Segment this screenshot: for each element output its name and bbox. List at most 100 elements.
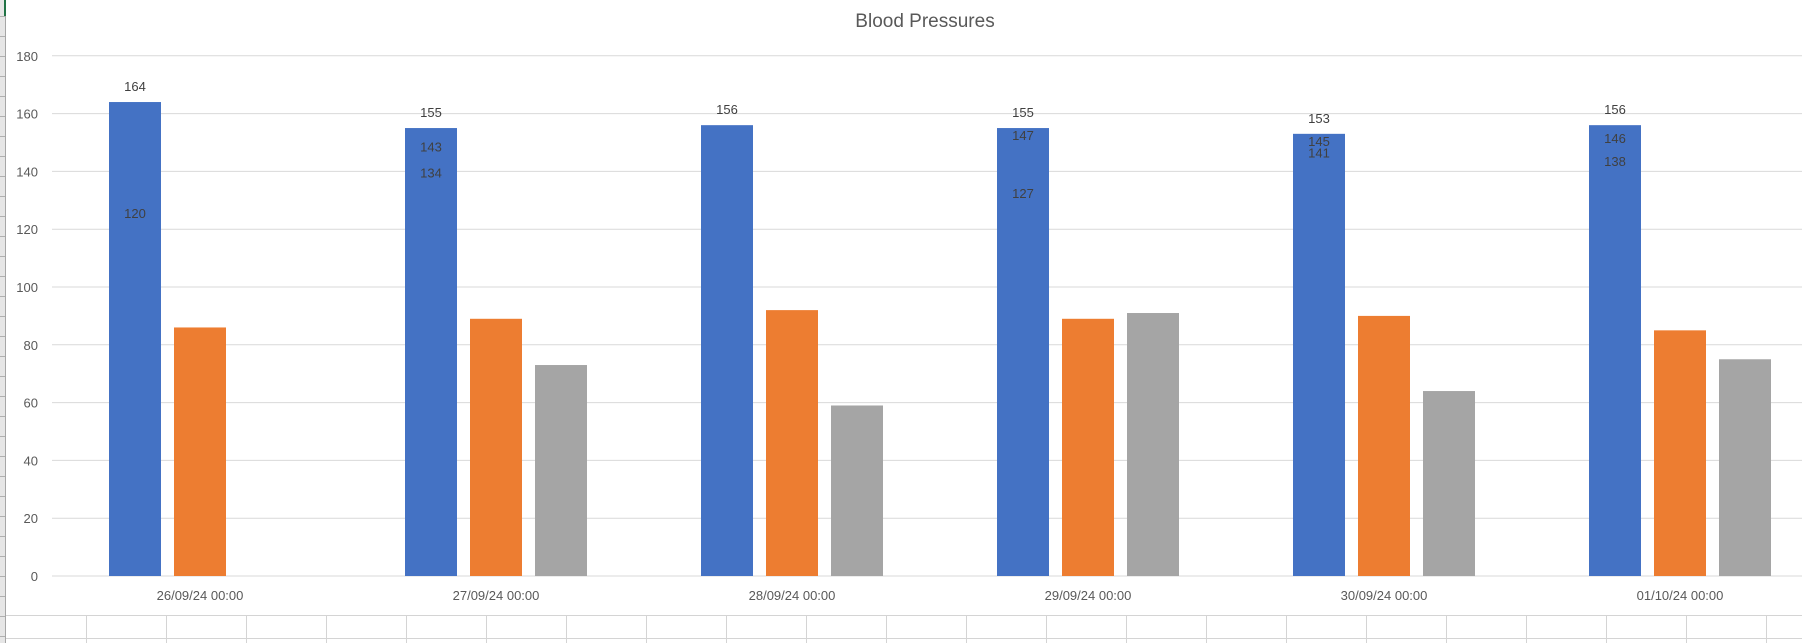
row-divider bbox=[0, 196, 5, 197]
gridlines bbox=[52, 55, 1802, 577]
bar-3 bbox=[1719, 359, 1771, 576]
row-divider bbox=[0, 176, 5, 177]
x-tick-label: 01/10/24 00:00 bbox=[1637, 588, 1724, 603]
row-divider bbox=[0, 576, 5, 577]
row-divider bbox=[0, 216, 5, 217]
bar-3 bbox=[1127, 313, 1179, 576]
y-tick-label: 20 bbox=[24, 511, 38, 526]
row-gridline bbox=[6, 615, 1802, 616]
column-gridline bbox=[1686, 615, 1687, 643]
column-gridline bbox=[966, 615, 967, 643]
bar-2 bbox=[1654, 330, 1706, 576]
column-gridline bbox=[806, 615, 807, 643]
column-gridline bbox=[1366, 615, 1367, 643]
bar-2 bbox=[174, 327, 226, 576]
row-divider bbox=[0, 456, 5, 457]
y-tick-label: 160 bbox=[16, 107, 38, 122]
row-divider bbox=[0, 116, 5, 117]
column-gridline bbox=[646, 615, 647, 643]
row-divider bbox=[0, 436, 5, 437]
x-tick-label: 30/09/24 00:00 bbox=[1341, 588, 1428, 603]
bar-1 bbox=[109, 102, 161, 576]
x-tick-label: 29/09/24 00:00 bbox=[1045, 588, 1132, 603]
row-divider bbox=[0, 276, 5, 277]
bar-2 bbox=[766, 310, 818, 576]
row-divider bbox=[0, 16, 5, 17]
column-gridline bbox=[1766, 615, 1767, 643]
x-tick-label: 28/09/24 00:00 bbox=[749, 588, 836, 603]
row-divider bbox=[0, 316, 5, 317]
y-tick-label: 180 bbox=[16, 49, 38, 64]
bar-3 bbox=[831, 405, 883, 576]
data-label: 155 bbox=[420, 105, 442, 120]
data-label: 155 bbox=[1012, 105, 1034, 120]
row-divider bbox=[0, 636, 5, 637]
column-gridline bbox=[1126, 615, 1127, 643]
data-label-extra: 147 bbox=[1012, 128, 1034, 143]
data-label-extra: 141 bbox=[1308, 146, 1330, 161]
chart-title: Blood Pressures bbox=[855, 11, 994, 32]
row-divider bbox=[0, 556, 5, 557]
column-gridline bbox=[1286, 615, 1287, 643]
bar-2 bbox=[1358, 315, 1410, 576]
row-divider bbox=[0, 416, 5, 417]
row-divider bbox=[0, 156, 5, 157]
bar-chart: Blood Pressures 0 20 40 60 80 100 120 140 160 180… bbox=[16, 11, 1802, 603]
y-tick-label: 140 bbox=[16, 164, 38, 179]
data-label-extra: 145 bbox=[1308, 134, 1330, 149]
row-divider bbox=[0, 36, 5, 37]
data-label-extra: 127 bbox=[1012, 186, 1034, 201]
row-gridline bbox=[6, 638, 1802, 639]
data-label: 156 bbox=[716, 102, 738, 117]
data-label-extra: 138 bbox=[1604, 154, 1626, 169]
column-gridline bbox=[246, 615, 247, 643]
row-divider bbox=[0, 136, 5, 137]
x-tick-label: 27/09/24 00:00 bbox=[453, 588, 540, 603]
column-gridline bbox=[1446, 615, 1447, 643]
y-tick-label: 60 bbox=[24, 396, 38, 411]
column-gridline bbox=[1206, 615, 1207, 643]
row-divider bbox=[0, 616, 5, 617]
column-gridline bbox=[1046, 615, 1047, 643]
spreadsheet-grid[interactable] bbox=[6, 615, 1802, 643]
y-tick-label: 100 bbox=[16, 280, 38, 295]
column-gridline bbox=[86, 615, 87, 643]
row-divider bbox=[0, 536, 5, 537]
column-gridline bbox=[566, 615, 567, 643]
y-tick-label: 120 bbox=[16, 222, 38, 237]
row-divider bbox=[0, 476, 5, 477]
bar-3 bbox=[1423, 391, 1475, 576]
column-gridline bbox=[1606, 615, 1607, 643]
x-axis-ticks: 26/09/24 00:00 27/09/24 00:00 28/09/24 00:… bbox=[157, 588, 1724, 603]
row-divider bbox=[0, 96, 5, 97]
column-gridline bbox=[726, 615, 727, 643]
bar-2 bbox=[1062, 318, 1114, 576]
y-axis-ticks: 0 20 40 60 80 100 120 140 160 180 bbox=[16, 49, 38, 584]
bar-2 bbox=[470, 318, 522, 576]
column-gridline bbox=[486, 615, 487, 643]
row-divider bbox=[0, 376, 5, 377]
data-label-extra: 120 bbox=[124, 206, 146, 221]
active-cell-indicator bbox=[4, 0, 6, 16]
bar-3 bbox=[535, 365, 587, 576]
y-tick-label: 80 bbox=[24, 338, 38, 353]
column-gridline bbox=[326, 615, 327, 643]
bar-1 bbox=[405, 128, 457, 577]
row-divider bbox=[0, 256, 5, 257]
row-divider bbox=[0, 296, 5, 297]
row-divider bbox=[0, 56, 5, 57]
column-gridline bbox=[406, 615, 407, 643]
row-divider bbox=[0, 76, 5, 77]
column-gridline bbox=[166, 615, 167, 643]
row-header-strip bbox=[0, 0, 6, 643]
bar-1 bbox=[1589, 125, 1641, 576]
bar-1 bbox=[997, 128, 1049, 577]
bar-1 bbox=[701, 125, 753, 576]
data-label-extra: 143 bbox=[420, 140, 442, 155]
bars bbox=[109, 102, 1771, 577]
chart-area[interactable]: Blood Pressures 0 20 40 60 80 100 120 140 160 180… bbox=[6, 0, 1802, 615]
data-label-extra: 146 bbox=[1604, 131, 1626, 146]
column-gridline bbox=[886, 615, 887, 643]
row-divider bbox=[0, 356, 5, 357]
